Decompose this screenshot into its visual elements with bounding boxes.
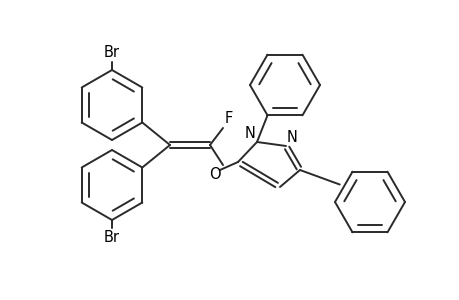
Text: Br: Br <box>104 230 120 245</box>
Text: N: N <box>286 130 297 145</box>
Text: N: N <box>245 126 256 141</box>
Text: Br: Br <box>104 45 120 60</box>
Text: F: F <box>224 111 233 126</box>
Text: O: O <box>209 167 220 182</box>
